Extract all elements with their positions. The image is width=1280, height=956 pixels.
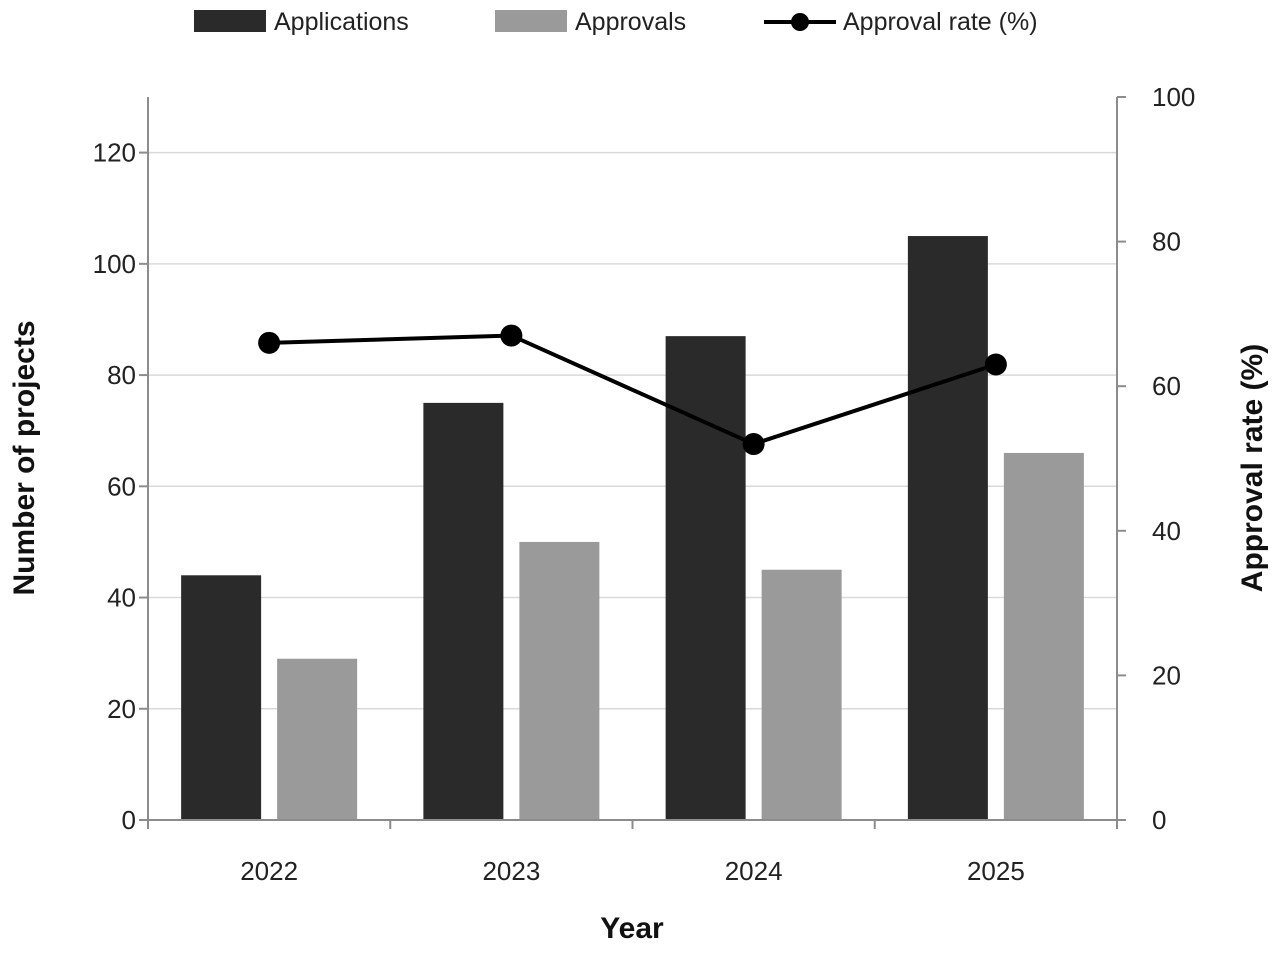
approval-rate-point-2023: [500, 324, 523, 347]
y2-tick-label-60: 60: [1152, 371, 1181, 401]
bar-approvals-2024: [761, 569, 842, 820]
y-tick-label-120: 120: [93, 138, 136, 168]
approval-rate-point-2024: [742, 433, 765, 456]
y-tick-label-20: 20: [107, 694, 136, 724]
approval-rate-point-2022: [258, 331, 281, 354]
y-tick-label-0: 0: [122, 805, 136, 835]
y-axis-title: Number of projects: [8, 320, 41, 595]
tick-labels: 0 20 40 60 80 100 120 0 20 40 60 80 100 2022 2023 2024 2…: [93, 82, 1196, 886]
bar-approvals-2025: [1003, 452, 1084, 820]
y2-axis-title: Approval rate (%): [1236, 344, 1269, 592]
x-tick-label-2023: 2023: [482, 856, 540, 886]
bar-applications-2025: [907, 236, 988, 821]
y2-tick-label-40: 40: [1152, 516, 1181, 546]
y-tick-label-100: 100: [93, 249, 136, 279]
legend-swatch-applications: [194, 10, 266, 32]
y2-tick-label-80: 80: [1152, 227, 1181, 257]
bar-applications-2022: [181, 575, 262, 820]
y2-tick-label-0: 0: [1152, 805, 1166, 835]
legend-label-approval-rate: Approval rate (%): [843, 8, 1038, 36]
legend: Applications Approvals Approval rate (%): [194, 8, 1038, 36]
bar-applications-2024: [665, 336, 746, 820]
y-tick-label-40: 40: [107, 583, 136, 613]
rate-line: [258, 324, 1007, 456]
x-tick-label-2022: 2022: [240, 856, 298, 886]
bar-applications-2023: [423, 402, 504, 820]
axes: [139, 96, 1126, 829]
x-axis-title: Year: [600, 912, 664, 945]
bar-approvals-2023: [519, 541, 600, 820]
y2-tick-label-20: 20: [1152, 660, 1181, 690]
bar-approvals-2022: [277, 658, 358, 820]
approval-rate-point-2025: [984, 353, 1007, 376]
y-tick-label-60: 60: [107, 471, 136, 501]
y2-tick-label-100: 100: [1152, 82, 1195, 112]
x-tick-label-2024: 2024: [725, 856, 783, 886]
legend-swatch-approvals: [495, 10, 567, 32]
x-tick-label-2025: 2025: [967, 856, 1025, 886]
y-tick-label-80: 80: [107, 360, 136, 390]
bars: [181, 236, 1084, 821]
legend-swatch-approval-rate-marker: [791, 13, 809, 31]
approval-rate-line: [269, 333, 997, 447]
legend-label-approvals: Approvals: [575, 8, 686, 36]
legend-label-applications: Applications: [274, 8, 409, 36]
